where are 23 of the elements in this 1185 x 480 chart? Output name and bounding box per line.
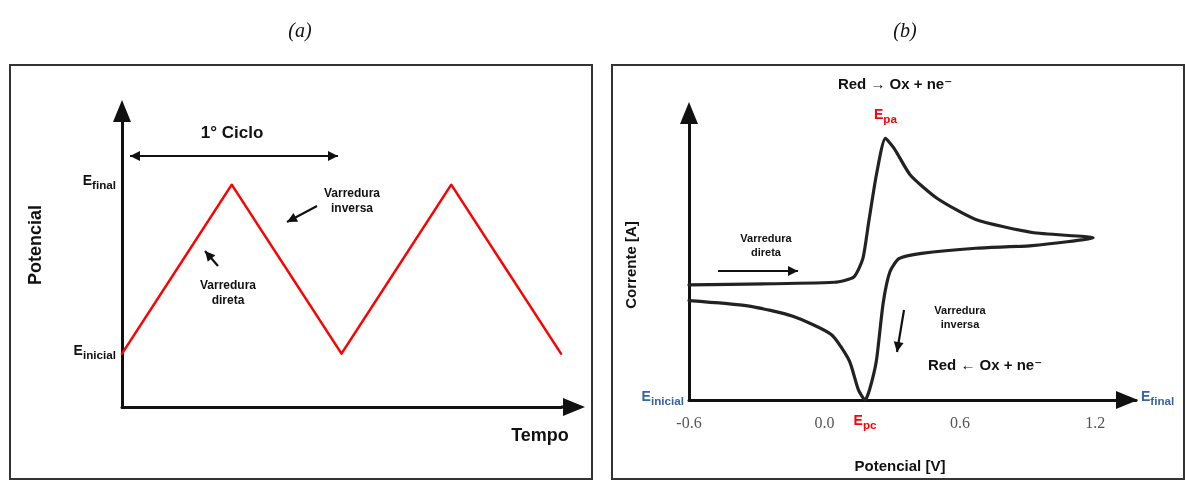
x-tick-label: 0.0: [814, 413, 835, 431]
text: E$_{final}$: [82, 171, 116, 193]
annotation: E$_{pc}$: [853, 411, 877, 433]
annotation: Red ← Ox + ne⁻: [927, 355, 1043, 375]
x-axis-title: Tempo: [511, 425, 569, 445]
annotation: Varredura direta: [199, 278, 257, 308]
y-axis-title: Potencial: [25, 204, 45, 286]
y-axis-title: Corrente [A]: [621, 221, 639, 309]
x-tick-label: 0.6: [949, 413, 970, 431]
text: 1° Ciclo: [200, 122, 264, 144]
x-tick-label: -0.6: [676, 413, 702, 431]
annotation: E$_{pa}$: [873, 106, 897, 127]
annotation: Varredura inversa: [323, 186, 381, 216]
chart-title: (b): [893, 19, 917, 42]
text: E$_{inicial}$: [73, 341, 116, 363]
text: E$_{final}$: [1141, 387, 1175, 409]
x-tick-label: 1.2: [1085, 413, 1106, 431]
text: E$_{inicial}$: [641, 387, 684, 409]
text: Red → Ox + ne⁻: [837, 74, 953, 94]
annotation: Varredura direta: [740, 232, 792, 260]
chart-title: (a): [288, 19, 312, 42]
annotation: Varredura inversa: [934, 304, 986, 332]
x-axis-title: Potencial [V]: [854, 456, 946, 474]
